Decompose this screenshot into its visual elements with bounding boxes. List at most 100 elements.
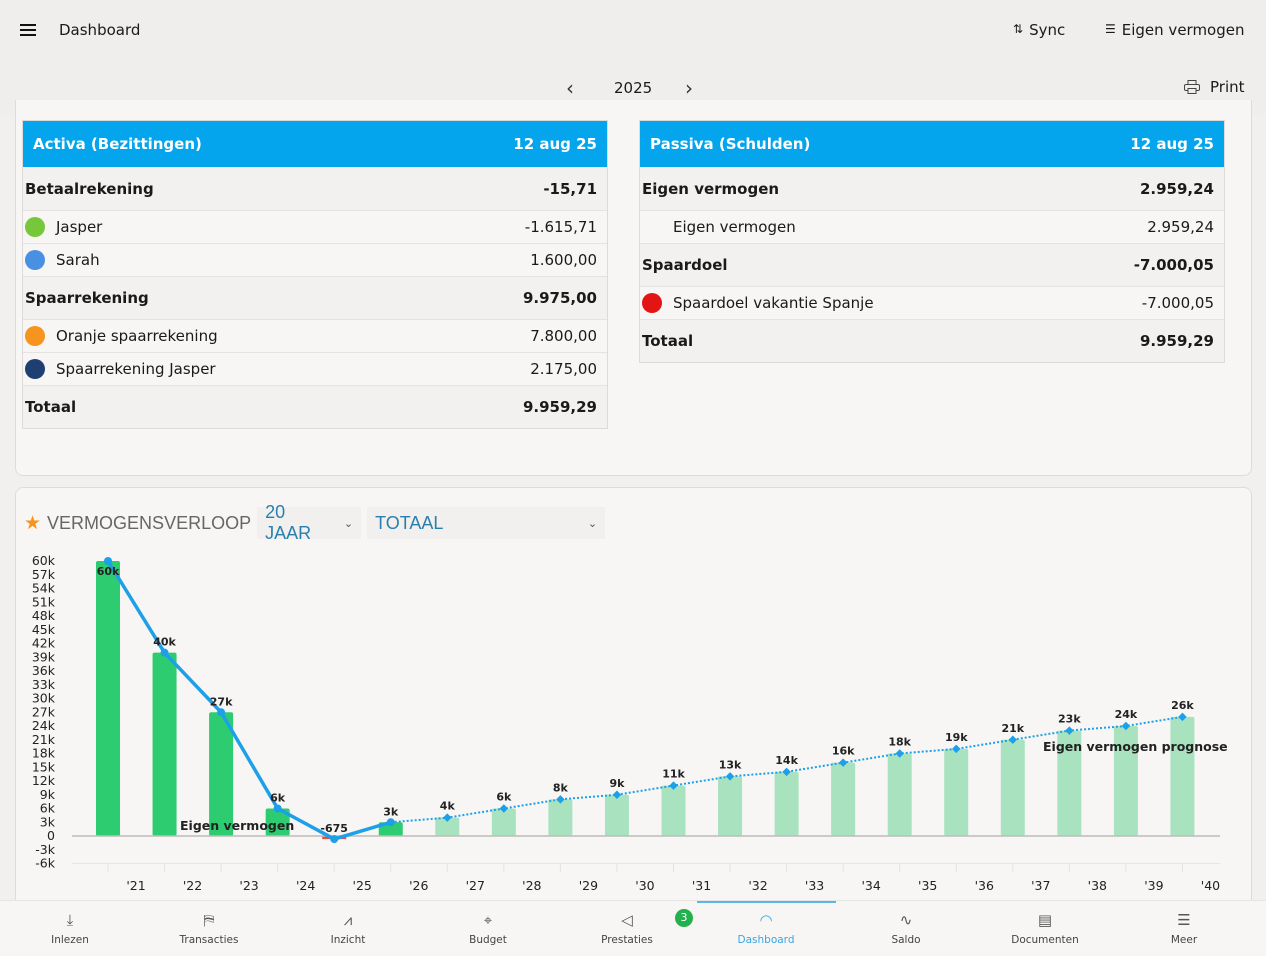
data-label: 6k	[270, 792, 286, 805]
data-label: 23k	[1058, 713, 1081, 726]
scope-select[interactable]: TOTAAL ⌄	[367, 507, 606, 539]
account-row[interactable]: Sarah 1.600,00	[23, 243, 607, 276]
nav-label: Prestaties	[601, 934, 653, 946]
account-value: 2.959,24	[1147, 218, 1214, 236]
history-point	[104, 557, 112, 565]
activa-date: 12 aug 25	[513, 135, 597, 153]
data-label: 3k	[383, 805, 399, 818]
x-tick-label: '39	[1144, 878, 1163, 893]
account-label: Spaarrekening Jasper	[56, 360, 216, 378]
data-label: 9k	[609, 777, 625, 790]
data-label: 27k	[210, 695, 233, 708]
x-tick-label: '27	[466, 878, 485, 893]
printer-icon	[1184, 80, 1200, 94]
nav-item-saldo[interactable]: ∿ Saldo	[846, 910, 966, 946]
prognosis-line	[390, 715, 1183, 824]
target-icon: ⌖	[483, 911, 493, 929]
x-tick-label: '37	[1031, 878, 1050, 893]
group-label: Eigen vermogen	[642, 179, 780, 198]
y-tick-label: 45k	[32, 622, 56, 637]
y-tick-label: 42k	[32, 636, 56, 651]
group-label: Spaardoel	[642, 256, 728, 274]
group-value: -15,71	[543, 179, 597, 198]
x-tick-label: '24	[296, 878, 315, 893]
hamburger-menu-icon[interactable]	[20, 22, 36, 38]
top-bar: Dashboard ⇅ Sync ☰ Eigen vermogen ‹ 2025 ›…	[0, 0, 1266, 115]
total-label: Totaal	[642, 332, 694, 350]
prognosis-bar	[435, 817, 460, 836]
account-row[interactable]: Eigen vermogen 2.959,24	[640, 210, 1224, 243]
print-label: Print	[1210, 78, 1245, 96]
sync-button[interactable]: ⇅ Sync	[1013, 21, 1065, 39]
account-color-dot	[25, 217, 45, 237]
star-icon[interactable]: ★	[24, 512, 42, 534]
x-tick-label: '25	[353, 878, 372, 893]
nav-item-documenten[interactable]: ▤ Documenten	[985, 910, 1105, 946]
nav-item-inlezen[interactable]: ⤓ Inlezen	[10, 910, 130, 946]
y-tick-label: 48k	[32, 608, 56, 623]
account-row[interactable]: Oranje spaarrekening 7.800,00	[23, 319, 607, 352]
prognosis-bar	[831, 762, 856, 836]
nav-item-inzicht[interactable]: ⩘ Inzicht	[288, 910, 408, 946]
total-value: 9.959,29	[522, 398, 597, 416]
x-tick-label: '22	[183, 878, 202, 893]
notification-badge: 3	[675, 909, 693, 927]
period-select[interactable]: 20 JAAR ⌄	[257, 502, 362, 543]
group-row[interactable]: Spaarrekening 9.975,00	[23, 276, 607, 319]
nav-label: Dashboard	[737, 934, 795, 946]
y-tick-label: 12k	[32, 773, 56, 788]
data-label: 6k	[496, 791, 512, 804]
history-bar	[265, 808, 290, 836]
history-line	[106, 560, 392, 841]
prognosis-bar	[718, 776, 743, 836]
account-row[interactable]: Spaarrekening Jasper 2.175,00	[23, 352, 607, 385]
prognosis-point	[443, 813, 452, 822]
data-label: 16k	[832, 745, 855, 758]
account-color-dot	[25, 250, 45, 270]
history-bar	[96, 561, 120, 836]
prognosis-bar	[887, 753, 912, 836]
x-tick-label: '30	[635, 878, 654, 893]
account-value: 2.175,00	[530, 360, 597, 378]
group-row[interactable]: Eigen vermogen 2.959,24	[640, 167, 1224, 210]
history-bar	[209, 712, 234, 836]
data-label: 13k	[719, 758, 742, 771]
nav-item-dashboard[interactable]: ◠ Dashboard	[706, 910, 826, 946]
next-year-button[interactable]: ›	[685, 76, 693, 100]
print-button[interactable]: Print	[1184, 78, 1245, 96]
account-value: 7.800,00	[530, 327, 597, 345]
data-label: 60k	[97, 565, 120, 578]
account-row[interactable]: Spaardoel vakantie Spanje -7.000,05	[640, 286, 1224, 319]
passiva-date: 12 aug 25	[1130, 135, 1214, 153]
data-label: 19k	[945, 731, 968, 744]
x-tick-label: '36	[975, 878, 994, 893]
group-value: 2.959,24	[1139, 179, 1214, 198]
y-tick-label: 54k	[32, 581, 56, 596]
x-tick-label: '29	[579, 878, 598, 893]
chevron-down-icon: ⌄	[343, 517, 354, 530]
prognosis-bar	[491, 808, 516, 836]
prognosis-bar	[548, 799, 573, 836]
data-label: -675	[320, 822, 348, 835]
x-tick-label: '34	[861, 878, 880, 893]
activa-header: Activa (Bezittingen) 12 aug 25	[23, 121, 607, 167]
account-label: Eigen vermogen	[673, 218, 796, 236]
nav-item-prestaties[interactable]: ◁ Prestaties	[567, 910, 687, 946]
previous-year-button[interactable]: ‹	[566, 76, 574, 100]
nav-item-budget[interactable]: ⌖ Budget	[428, 910, 548, 946]
x-tick-label: '23	[239, 878, 258, 893]
account-label: Spaardoel vakantie Spanje	[673, 294, 874, 312]
data-label: 21k	[1001, 722, 1024, 735]
signpost-icon: ⛿	[203, 911, 215, 929]
group-row[interactable]: Spaardoel -7.000,05	[640, 243, 1224, 286]
history-point	[273, 804, 282, 813]
nav-label: Budget	[469, 934, 507, 946]
account-row[interactable]: Jasper -1.615,71	[23, 210, 607, 243]
group-row[interactable]: Betaalrekening -15,71	[23, 167, 607, 210]
activa-table: Activa (Bezittingen) 12 aug 25 Betaalrek…	[22, 120, 608, 429]
nav-item-meer[interactable]: ☰ Meer	[1124, 910, 1244, 946]
nav-item-transacties[interactable]: ⛿ Transacties	[149, 910, 269, 946]
account-color-dot	[642, 293, 662, 313]
view-selector-button[interactable]: ☰ Eigen vermogen	[1105, 21, 1245, 39]
series-label-prognosis: Eigen vermogen prognose	[1043, 739, 1228, 754]
